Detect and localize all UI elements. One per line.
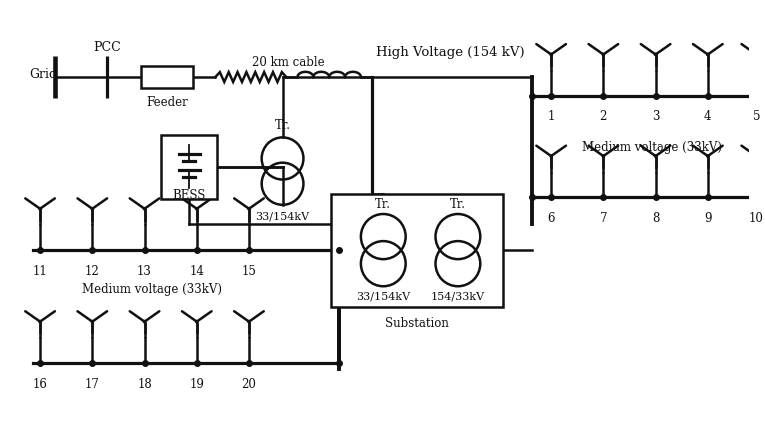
Circle shape xyxy=(654,54,656,57)
Text: BESS: BESS xyxy=(173,189,206,202)
Circle shape xyxy=(196,208,198,210)
Circle shape xyxy=(707,155,709,158)
Circle shape xyxy=(550,155,552,158)
Bar xyxy=(161,136,217,200)
Text: 1: 1 xyxy=(548,109,555,122)
Circle shape xyxy=(248,321,250,323)
Text: 17: 17 xyxy=(85,377,99,390)
Circle shape xyxy=(654,155,656,158)
Circle shape xyxy=(755,155,757,158)
Circle shape xyxy=(248,208,250,210)
Bar xyxy=(141,67,193,88)
Text: PCC: PCC xyxy=(93,41,121,54)
Text: 3: 3 xyxy=(652,109,659,122)
Text: 8: 8 xyxy=(652,211,659,225)
Text: High Voltage (154 kV): High Voltage (154 kV) xyxy=(376,46,525,59)
Text: 10: 10 xyxy=(749,211,763,225)
Text: 33/154kV: 33/154kV xyxy=(356,291,410,301)
Text: Substation: Substation xyxy=(385,316,449,329)
Text: 6: 6 xyxy=(548,211,555,225)
Text: 15: 15 xyxy=(242,264,256,277)
Text: Feeder: Feeder xyxy=(146,96,187,109)
Circle shape xyxy=(39,208,41,210)
Circle shape xyxy=(755,54,757,57)
Text: 20 km cable: 20 km cable xyxy=(252,56,324,69)
Circle shape xyxy=(602,155,604,158)
Text: 20: 20 xyxy=(242,377,256,390)
Text: 12: 12 xyxy=(85,264,99,277)
Text: Medium voltage (33kV): Medium voltage (33kV) xyxy=(82,282,222,295)
Circle shape xyxy=(707,54,709,57)
Text: 5: 5 xyxy=(753,109,760,122)
Text: 14: 14 xyxy=(189,264,204,277)
Circle shape xyxy=(196,321,198,323)
Text: Tr.: Tr. xyxy=(376,198,391,211)
Text: 16: 16 xyxy=(33,377,47,390)
Text: Grid: Grid xyxy=(29,68,57,81)
Text: Tr.: Tr. xyxy=(275,119,291,132)
Text: 18: 18 xyxy=(137,377,152,390)
Text: 11: 11 xyxy=(33,264,47,277)
Circle shape xyxy=(91,208,93,210)
Text: Medium voltage (33kV): Medium voltage (33kV) xyxy=(582,141,722,154)
Text: 33/154kV: 33/154kV xyxy=(256,211,310,222)
Text: 19: 19 xyxy=(189,377,204,390)
Text: Tr.: Tr. xyxy=(450,198,466,211)
Text: 7: 7 xyxy=(600,211,607,225)
Circle shape xyxy=(602,54,604,57)
Circle shape xyxy=(39,321,41,323)
Circle shape xyxy=(143,208,145,210)
Text: 4: 4 xyxy=(704,109,711,122)
Circle shape xyxy=(143,321,145,323)
Text: 9: 9 xyxy=(704,211,711,225)
Text: 2: 2 xyxy=(600,109,607,122)
Circle shape xyxy=(550,54,552,57)
Bar xyxy=(331,194,503,307)
Text: 154/33kV: 154/33kV xyxy=(431,291,485,301)
Text: 13: 13 xyxy=(137,264,152,277)
Circle shape xyxy=(91,321,93,323)
